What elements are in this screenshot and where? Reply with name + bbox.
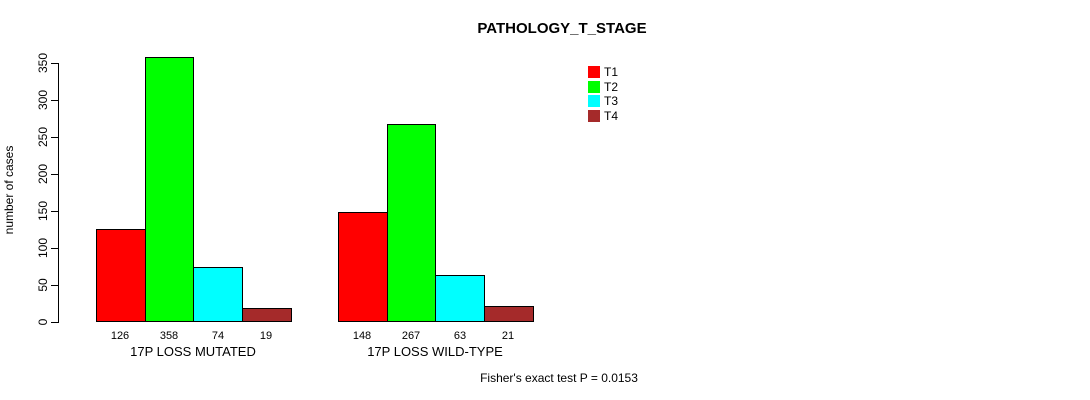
- y-tick: [51, 100, 58, 101]
- bar-value-label: 126: [110, 330, 130, 342]
- y-tick-label: 50: [36, 278, 50, 292]
- legend-label: T4: [604, 109, 619, 123]
- group-label: 17P LOSS MUTATED: [130, 344, 256, 359]
- y-tick: [51, 248, 58, 249]
- bar: [338, 212, 388, 322]
- legend-label: T2: [604, 80, 619, 94]
- legend-swatch: [588, 95, 600, 107]
- y-tick-label: 250: [36, 126, 50, 148]
- bar: [193, 267, 243, 322]
- y-axis-line: [58, 63, 59, 323]
- group-label: 17P LOSS WILD-TYPE: [367, 344, 503, 359]
- y-tick: [51, 174, 58, 175]
- bar: [242, 308, 292, 322]
- y-axis-title: number of cases: [2, 145, 16, 235]
- bar-value-label: 358: [159, 330, 179, 342]
- legend-label: T3: [604, 94, 619, 108]
- bar-value-label: 74: [211, 330, 225, 342]
- bar: [145, 57, 194, 322]
- legend-swatch: [588, 110, 600, 122]
- bar-value-label: 21: [501, 330, 515, 342]
- y-tick: [51, 322, 58, 323]
- y-tick: [51, 211, 58, 212]
- bar-value-label: 19: [259, 330, 273, 342]
- y-tick: [51, 63, 58, 64]
- bar-value-label: 267: [401, 330, 421, 342]
- bar: [435, 275, 485, 322]
- y-tick: [51, 285, 58, 286]
- chart-title: PATHOLOGY_T_STAGE: [477, 20, 647, 37]
- bar: [387, 124, 436, 322]
- legend-swatch: [588, 66, 600, 78]
- y-tick: [51, 137, 58, 138]
- y-tick-label: 100: [36, 237, 50, 259]
- bar-value-label: 148: [352, 330, 372, 342]
- y-tick-label: 200: [36, 163, 50, 185]
- legend-swatch: [588, 81, 600, 93]
- bar: [96, 229, 146, 322]
- y-tick-label: 350: [36, 52, 50, 74]
- bar-value-label: 63: [453, 330, 467, 342]
- y-tick-label: 150: [36, 200, 50, 222]
- annotation-text: Fisher's exact test P = 0.0153: [480, 371, 638, 385]
- y-tick-label: 0: [36, 318, 50, 326]
- y-tick-label: 300: [36, 89, 50, 111]
- bar: [484, 306, 534, 322]
- legend-label: T1: [604, 65, 619, 79]
